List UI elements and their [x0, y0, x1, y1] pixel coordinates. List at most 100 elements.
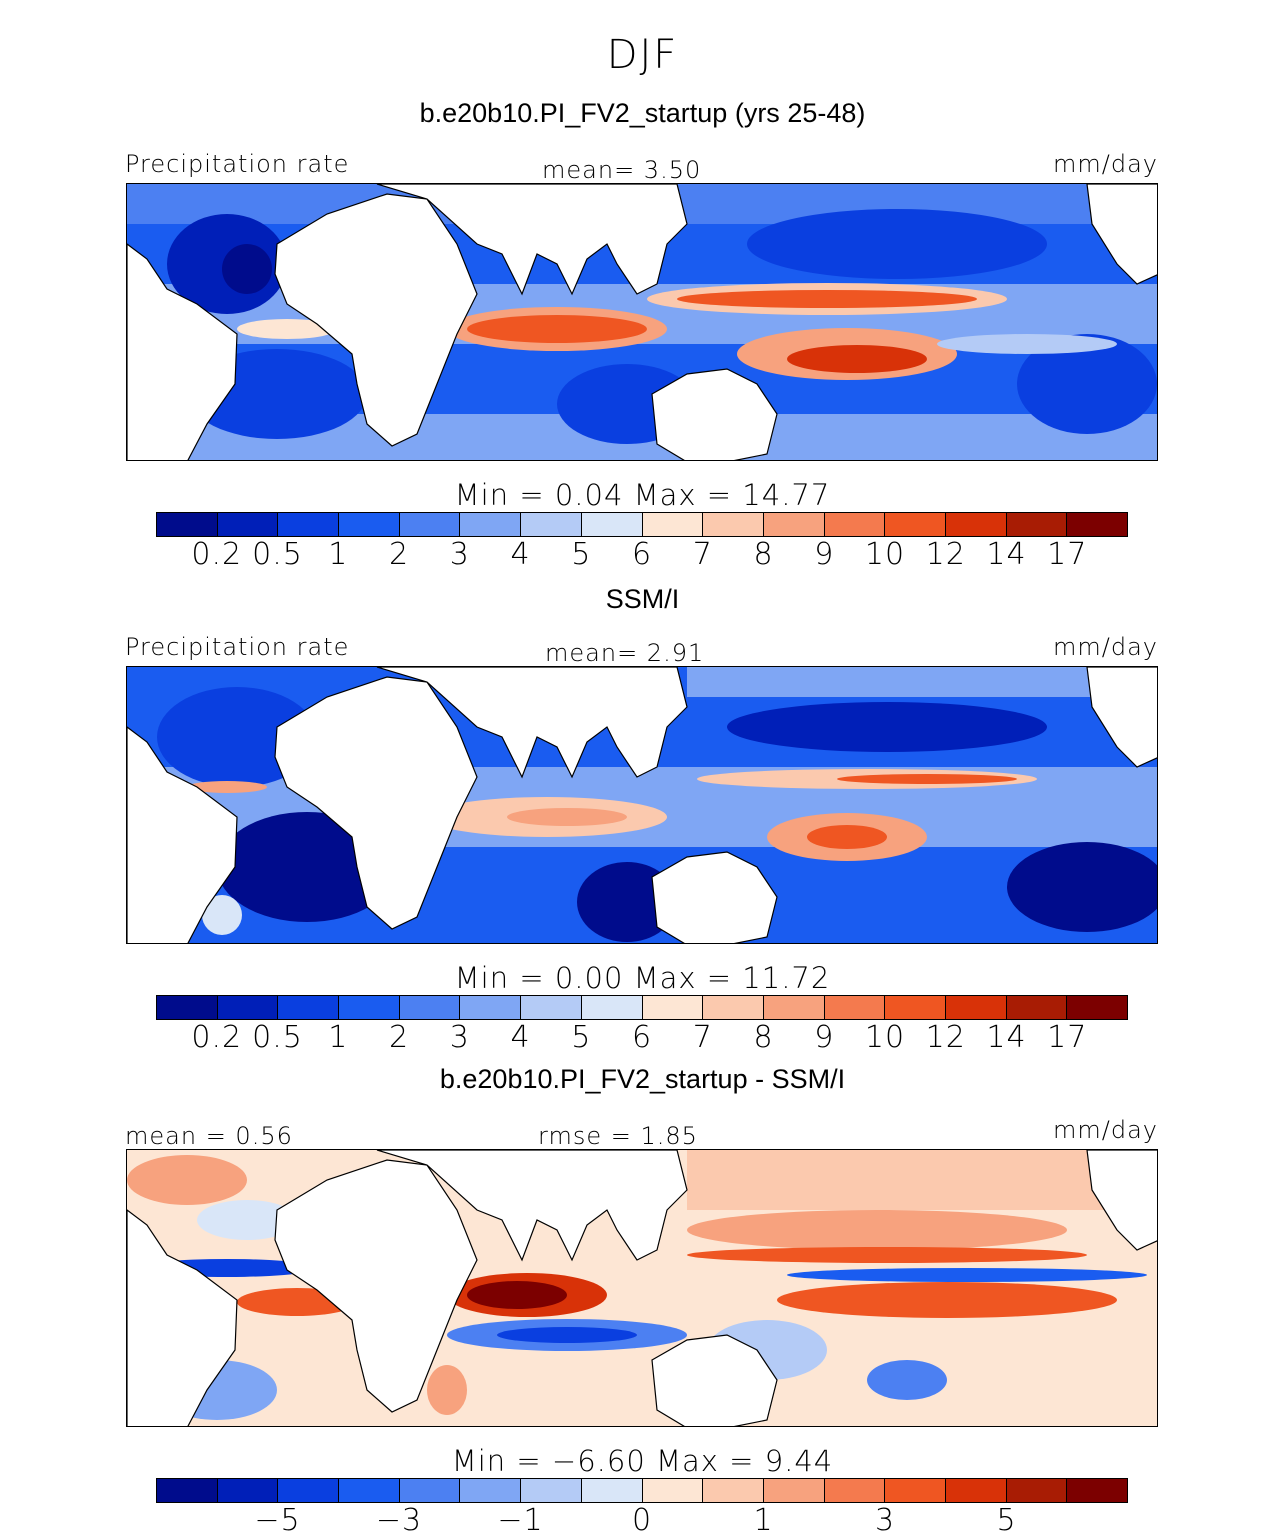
colorbar-tick-label: 2 [388, 537, 410, 572]
colorbar-cell [339, 996, 400, 1019]
land-africa [274, 676, 478, 930]
diff-field [867, 1360, 947, 1400]
panel-3-colorbar-ticks: −5 −3 −1 0 1 3 5 [156, 1503, 1128, 1539]
dry-zone [1017, 334, 1157, 434]
colorbar-tick-label: 3 [449, 537, 470, 572]
colorbar-cell [642, 1479, 704, 1502]
panel-1-minmax: Min = 0.04 Max = 14.77 [454, 478, 831, 512]
colorbar-cell [703, 513, 764, 536]
colorbar-cell [885, 1479, 946, 1502]
land-asia [376, 184, 688, 296]
panel-3-minmax: Min = −6.60 Max = 9.44 [451, 1444, 834, 1478]
land-australia [651, 1334, 778, 1426]
rain-band [467, 315, 647, 343]
diff-field [787, 1268, 1147, 1282]
colorbar-cell [885, 513, 946, 536]
colorbar-tick-label: −5 [254, 1503, 301, 1538]
land-africa [274, 193, 478, 447]
colorbar-cell [581, 513, 643, 536]
colorbar-tick-label: 1 [328, 1020, 349, 1055]
colorbar-cell [824, 513, 886, 536]
colorbar-tick-label: 10 [864, 1020, 906, 1055]
colorbar-tick-label: 3 [449, 1020, 470, 1055]
panel-2-colorbar [156, 995, 1128, 1020]
rain-band [507, 808, 627, 826]
panel-1-colorbar-ticks: 0.2 0.5 1 2 3 4 5 6 7 8 9 10 12 14 17 [156, 537, 1128, 573]
colorbar-tick-label: 2 [388, 1020, 410, 1055]
colorbar-tick-label: 12 [925, 1020, 966, 1055]
colorbar-cell [642, 996, 704, 1019]
panel-1-colorbar [156, 512, 1128, 537]
land-south-america [127, 1209, 238, 1426]
colorbar-cell [460, 996, 522, 1019]
colorbar-tick-label: 3 [874, 1503, 896, 1538]
rain-band [937, 334, 1117, 354]
land-australia [651, 851, 778, 943]
colorbar-cell [945, 996, 1007, 1019]
colorbar-cell [642, 513, 704, 536]
diff-field [467, 1281, 567, 1309]
ocean-field [687, 667, 1157, 697]
panel-1-field-label: Precipitation rate [125, 150, 350, 178]
panel-1-units-label: mm/day [1053, 150, 1158, 178]
colorbar-cell [824, 1479, 886, 1502]
panel-2-minmax: Min = 0.00 Max = 11.72 [454, 961, 831, 995]
colorbar-tick-label: 0.2 [191, 537, 243, 572]
colorbar-tick-label: 7 [692, 1020, 713, 1055]
colorbar-tick-label: 5 [996, 1503, 1017, 1538]
panel-1-title: b.e20b10.PI_FV2_startup (yrs 25-48) [419, 98, 866, 128]
colorbar-cell [339, 1479, 400, 1502]
colorbar-tick-label: 14 [986, 537, 1027, 572]
colorbar-tick-label: 7 [692, 537, 713, 572]
diff-field [687, 1210, 1067, 1250]
rain-band [202, 895, 242, 935]
colorbar-cell [399, 996, 461, 1019]
panel-3-map [126, 1149, 1158, 1427]
rain-band [837, 774, 1017, 784]
colorbar-cell [703, 1479, 764, 1502]
colorbar-tick-label: 0.2 [191, 1020, 243, 1055]
colorbar-cell [399, 513, 461, 536]
rain-band [237, 319, 337, 339]
colorbar-cell [460, 1479, 522, 1502]
rain-band [787, 345, 927, 373]
rain-band [187, 781, 267, 793]
panel-2-map [126, 666, 1158, 944]
panel-3-rmse-label: rmse = 1.85 [538, 1122, 698, 1150]
land-north-america [1086, 184, 1157, 285]
land-asia [376, 667, 688, 779]
colorbar-cell [217, 513, 279, 536]
colorbar-cell [460, 513, 522, 536]
panel-2-units-label: mm/day [1053, 633, 1158, 661]
colorbar-cell [763, 513, 825, 536]
colorbar-cell [1067, 1479, 1127, 1502]
dry-zone [1007, 842, 1157, 932]
colorbar-tick-label: 4 [510, 1020, 531, 1055]
rain-band [677, 290, 977, 308]
colorbar-cell [217, 1479, 279, 1502]
colorbar-cell [763, 996, 825, 1019]
colorbar-tick-label: 0.5 [252, 1020, 303, 1055]
colorbar-tick-label: 6 [631, 537, 653, 572]
figure-title: DJF [606, 32, 679, 78]
colorbar-cell [581, 996, 643, 1019]
land-north-america [1086, 667, 1157, 768]
colorbar-cell [1067, 513, 1127, 536]
colorbar-cell [1006, 513, 1068, 536]
colorbar-cell [581, 1479, 643, 1502]
colorbar-cell [521, 996, 582, 1019]
land-africa [274, 1159, 478, 1413]
colorbar-tick-label: 17 [1047, 537, 1088, 572]
panel-2-mean-label: mean= 2.91 [545, 639, 705, 667]
dry-zone [727, 702, 1047, 752]
colorbar-cell [278, 1479, 340, 1502]
colorbar-cell [885, 996, 946, 1019]
panel-1-map [126, 183, 1158, 461]
panel-3-units-label: mm/day [1053, 1116, 1158, 1144]
colorbar-tick-label: 5 [571, 1020, 592, 1055]
panel-2-title: SSM/I [605, 584, 680, 614]
colorbar-cell [339, 513, 400, 536]
diff-field [687, 1150, 1157, 1210]
colorbar-cell [157, 1479, 218, 1502]
panel-3-mean-label: mean = 0.56 [125, 1122, 293, 1150]
